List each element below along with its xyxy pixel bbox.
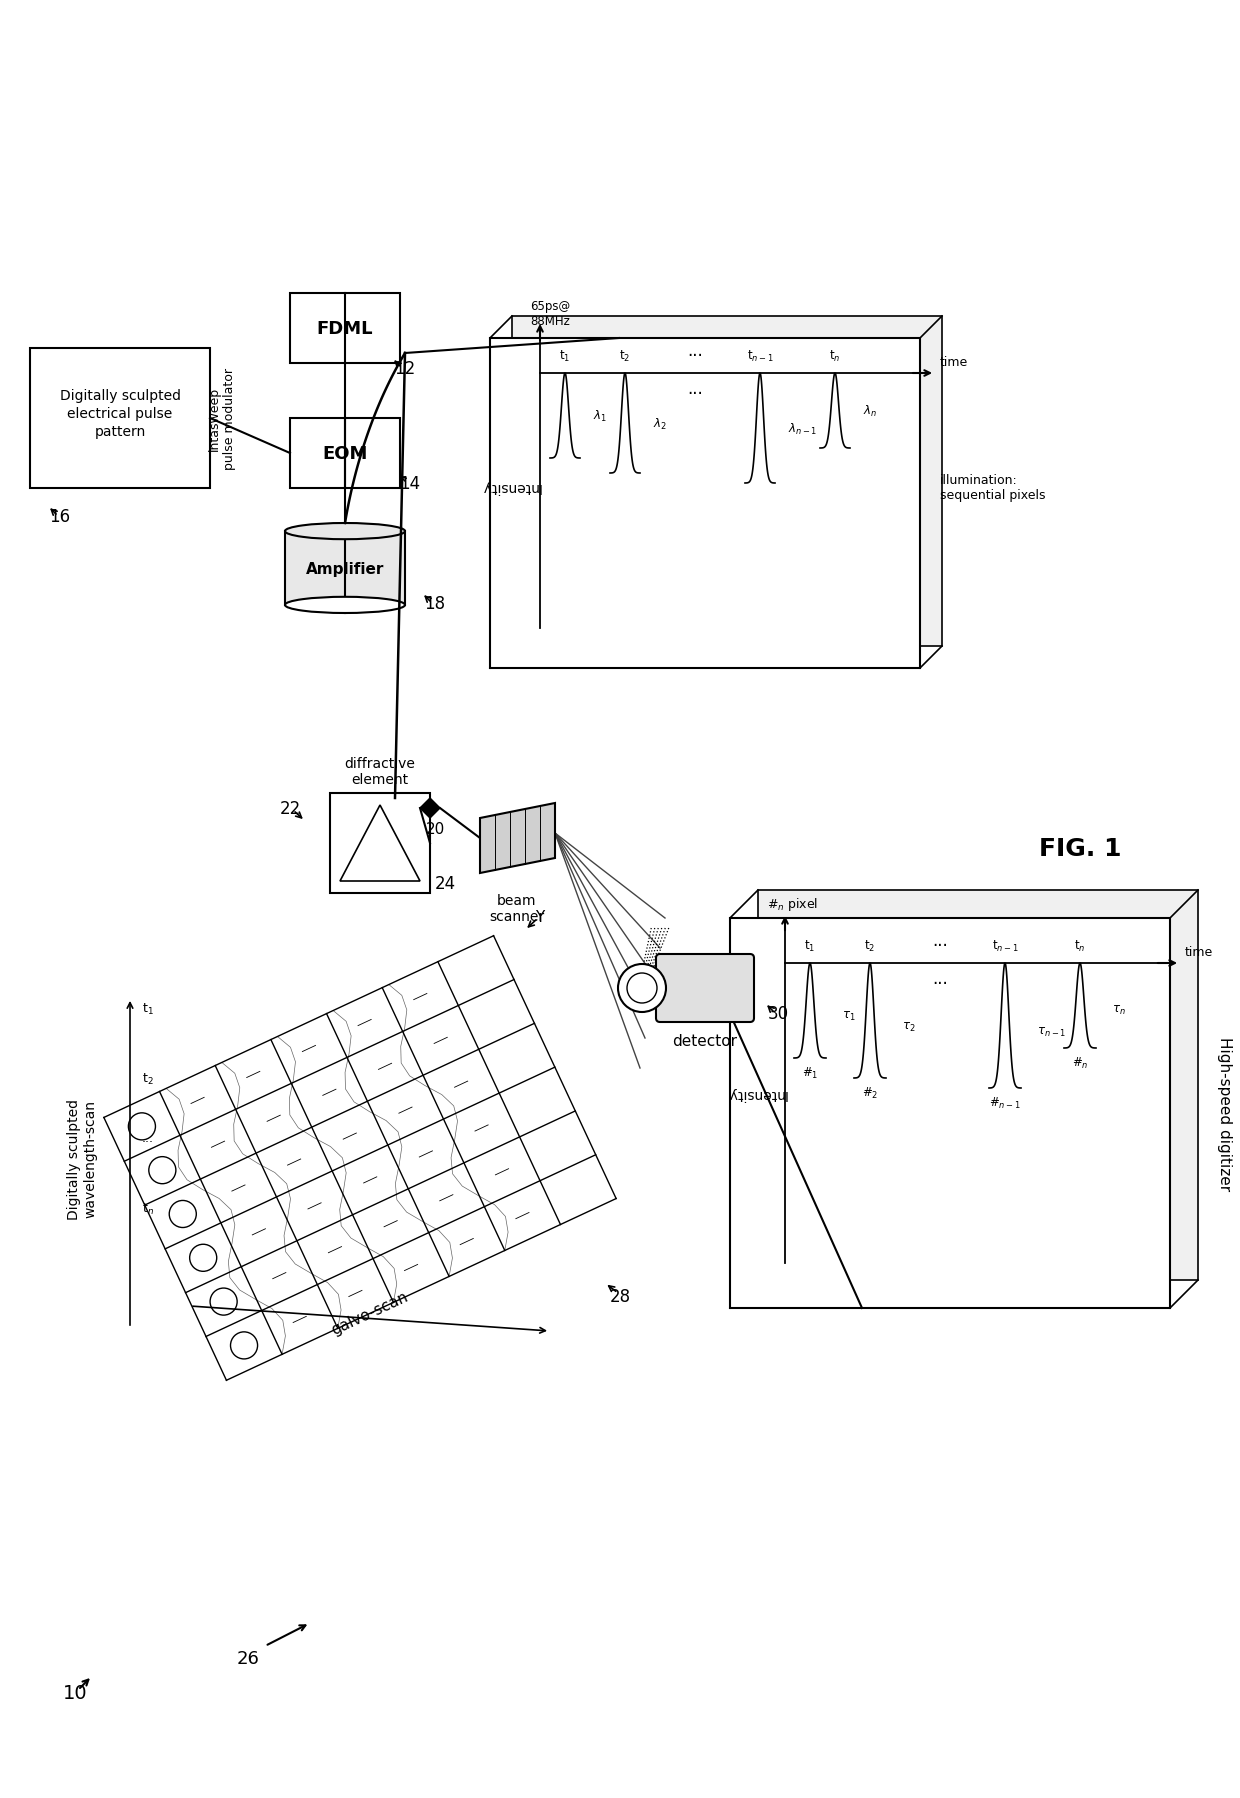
Text: t$_2$: t$_2$: [864, 939, 875, 953]
Text: detector: detector: [672, 1032, 738, 1048]
Text: λ$_2$: λ$_2$: [653, 415, 667, 432]
FancyBboxPatch shape: [290, 293, 401, 363]
Text: EOM: EOM: [322, 444, 368, 462]
Text: 30: 30: [768, 1005, 789, 1023]
Text: High-speed digitizer: High-speed digitizer: [1218, 1036, 1233, 1190]
FancyBboxPatch shape: [490, 338, 920, 669]
Polygon shape: [480, 804, 556, 874]
Text: t$_1$: t$_1$: [805, 939, 816, 953]
Text: 10: 10: [63, 1683, 87, 1703]
Text: #$_2$: #$_2$: [862, 1084, 878, 1100]
Text: Digitally sculpted
electrical pulse
pattern: Digitally sculpted electrical pulse patt…: [60, 388, 181, 439]
Ellipse shape: [285, 523, 405, 539]
Text: time: time: [940, 356, 968, 369]
Text: time: time: [1185, 946, 1213, 958]
Text: FDML: FDML: [316, 320, 373, 338]
Text: Intensity: Intensity: [727, 1086, 787, 1100]
Text: 20: 20: [425, 822, 445, 836]
FancyBboxPatch shape: [285, 532, 405, 606]
Text: t$_1$: t$_1$: [143, 1001, 154, 1016]
Text: ...: ...: [687, 379, 703, 397]
Text: τ$_1$: τ$_1$: [842, 1009, 856, 1023]
Text: t$_n$: t$_n$: [143, 1201, 154, 1215]
FancyBboxPatch shape: [656, 955, 754, 1023]
Text: 22: 22: [279, 800, 300, 818]
Text: τ$_2$: τ$_2$: [901, 1019, 915, 1034]
Text: 65ps@
88MHz: 65ps@ 88MHz: [529, 300, 570, 327]
Text: τ$_{n-1}$: τ$_{n-1}$: [1037, 1025, 1066, 1039]
FancyBboxPatch shape: [512, 316, 942, 647]
Text: t$_{n-1}$: t$_{n-1}$: [746, 349, 774, 363]
Text: #$_{n-1}$: #$_{n-1}$: [990, 1095, 1021, 1109]
Ellipse shape: [285, 597, 405, 613]
Text: galvo-scan: galvo-scan: [329, 1289, 410, 1338]
Text: λ$_{n-1}$: λ$_{n-1}$: [787, 421, 817, 437]
Text: #$_n$: #$_n$: [1071, 1055, 1089, 1070]
Text: λ$_1$: λ$_1$: [593, 408, 608, 424]
Text: FIG. 1: FIG. 1: [1039, 836, 1121, 861]
FancyBboxPatch shape: [758, 890, 1198, 1280]
Text: diffractive
element: diffractive element: [345, 757, 415, 788]
Text: ...: ...: [932, 931, 947, 949]
Text: ...: ...: [932, 969, 947, 987]
Text: intasweep
pulse modulator: intasweep pulse modulator: [208, 369, 236, 469]
Text: τ$_n$: τ$_n$: [1112, 1003, 1126, 1016]
Text: 28: 28: [609, 1287, 631, 1305]
Text: t$_n$: t$_n$: [1074, 939, 1086, 953]
Text: 18: 18: [424, 595, 445, 613]
Polygon shape: [420, 798, 440, 818]
Text: ...: ...: [143, 1133, 154, 1145]
Text: #$_n$ pixel: #$_n$ pixel: [768, 895, 818, 912]
FancyBboxPatch shape: [30, 349, 210, 489]
Text: ...: ...: [687, 342, 703, 360]
Text: 12: 12: [394, 360, 415, 378]
Text: 16: 16: [50, 507, 71, 525]
Text: t$_2$: t$_2$: [620, 349, 631, 363]
Text: 26: 26: [237, 1649, 259, 1667]
FancyBboxPatch shape: [290, 419, 401, 489]
Text: beam
scanner: beam scanner: [490, 894, 544, 924]
Text: #$_1$: #$_1$: [802, 1064, 818, 1081]
Text: Amplifier: Amplifier: [306, 561, 384, 575]
FancyBboxPatch shape: [730, 919, 1171, 1309]
Text: Intensity: Intensity: [480, 480, 541, 493]
Text: t$_{n-1}$: t$_{n-1}$: [992, 939, 1018, 953]
Text: Digitally sculpted
wavelength-scan: Digitally sculpted wavelength-scan: [67, 1099, 97, 1219]
Circle shape: [618, 964, 666, 1012]
Text: Y: Y: [536, 910, 544, 924]
Text: t$_1$: t$_1$: [559, 349, 570, 363]
Text: λ$_n$: λ$_n$: [863, 405, 877, 419]
Text: illumination:
sequential pixels: illumination: sequential pixels: [940, 473, 1045, 502]
Text: 24: 24: [434, 874, 455, 892]
Text: t$_2$: t$_2$: [143, 1072, 154, 1086]
FancyBboxPatch shape: [330, 793, 430, 894]
Text: 14: 14: [399, 475, 420, 493]
Text: t$_n$: t$_n$: [830, 349, 841, 363]
